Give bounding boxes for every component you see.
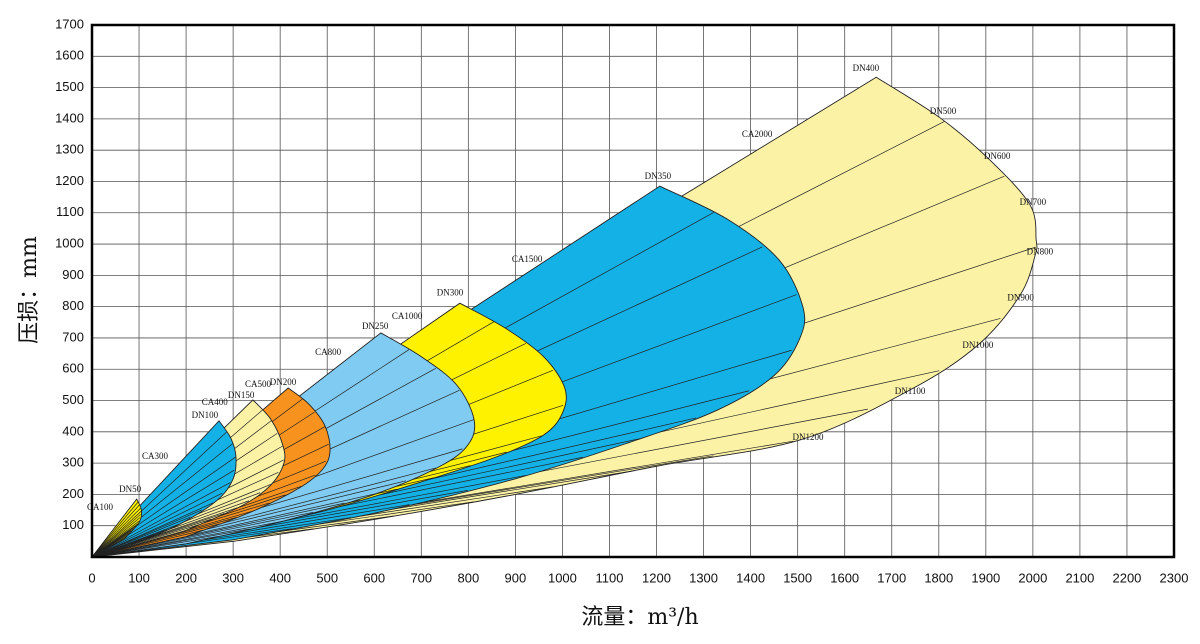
annotation: DN700 [1020, 197, 1047, 207]
annotation: DN250 [362, 321, 389, 331]
x-tick-label: 1800 [924, 570, 953, 585]
radial-line [91, 523, 220, 558]
annotation: DN100 [192, 410, 219, 420]
y-tick-label: 1700 [55, 16, 84, 31]
radial-line [91, 482, 231, 558]
y-tick-label: 200 [62, 486, 84, 501]
annotation: CA800 [315, 347, 342, 357]
annotation: DN200 [270, 377, 297, 387]
y-tick-label: 1500 [55, 79, 84, 94]
x-tick-label: 1000 [548, 570, 577, 585]
radial-line [91, 529, 203, 558]
x-tick-label: 1100 [595, 570, 623, 585]
annotation: CA300 [142, 451, 169, 461]
radial-line [91, 528, 250, 558]
radial-line [91, 516, 191, 558]
x-tick-label: 100 [128, 570, 150, 585]
y-tick-label: 1600 [55, 48, 84, 63]
y-tick-label: 300 [62, 455, 84, 470]
annotation: DN600 [984, 151, 1011, 161]
x-tick-label: 700 [410, 570, 432, 585]
x-tick-label: 1700 [877, 570, 906, 585]
radial-line [91, 517, 141, 558]
x-tick-label: 1200 [642, 570, 671, 585]
x-tick-label: 1600 [830, 570, 859, 585]
annotation: DN500 [930, 106, 957, 116]
annotation: CA2000 [742, 129, 773, 139]
x-tick-label: 0 [88, 570, 95, 585]
x-tick-label: 400 [269, 570, 291, 585]
x-tick-label: 2100 [1065, 570, 1094, 585]
radial-line [91, 501, 139, 558]
radial-line [91, 536, 219, 558]
x-tick-label: 1400 [736, 570, 765, 585]
annotation: DN50 [119, 484, 141, 494]
annotation: DN150 [228, 390, 255, 400]
y-tick-label: 1100 [56, 204, 84, 219]
x-tick-label: 2200 [1112, 570, 1141, 585]
y-tick-label: 1400 [55, 110, 84, 125]
x-tick-label: 600 [363, 570, 385, 585]
annotation: DN400 [853, 63, 880, 73]
x-tick-label: 800 [457, 570, 479, 585]
radial-line [91, 504, 140, 558]
x-tick-label: 500 [316, 570, 338, 585]
annotation: DN800 [1027, 246, 1054, 256]
y-tick-label: 1200 [55, 173, 84, 188]
annotation: DN1000 [962, 340, 993, 350]
x-axis-label: 流量：m³/h [581, 605, 698, 630]
x-tick-label: 900 [505, 570, 527, 585]
radial-line [91, 511, 314, 558]
annotation: CA100 [87, 502, 114, 512]
x-tick-label: 1500 [783, 570, 812, 585]
radial-line [91, 507, 141, 558]
radial-line [91, 535, 128, 558]
x-tick-label: 1300 [689, 570, 718, 585]
x-tick-label: 200 [175, 570, 197, 585]
x-tick-label: 2300 [1160, 570, 1189, 585]
y-tick-label: 900 [62, 267, 84, 282]
y-tick-label: 1000 [55, 235, 84, 250]
x-tick-label: 1900 [971, 570, 1000, 585]
annotation: CA1500 [512, 254, 543, 264]
y-axis-label: 压损：mm [17, 236, 42, 344]
y-tick-label: 100 [62, 517, 84, 532]
annotation: DN1200 [793, 432, 824, 442]
y-tick-label: 500 [62, 392, 84, 407]
y-tick-label: 700 [62, 329, 84, 344]
annotation: CA500 [245, 379, 272, 389]
annotation: CA400 [202, 397, 229, 407]
y-tick-label: 400 [62, 423, 84, 438]
annotation: DN300 [437, 287, 464, 297]
radial-line [91, 509, 202, 558]
radial-line [91, 539, 143, 558]
y-tick-label: 800 [62, 298, 84, 313]
annotation: DN900 [1007, 292, 1034, 302]
annotation: CA1000 [392, 311, 423, 321]
plot-frame [90, 23, 1176, 559]
annotation: DN1100 [895, 386, 926, 396]
x-tick-label: 2000 [1018, 570, 1047, 585]
x-tick-label: 300 [222, 570, 244, 585]
radial-line [91, 492, 223, 558]
y-tick-label: 1300 [55, 142, 84, 157]
y-tick-label: 600 [62, 361, 84, 376]
annotation: DN350 [645, 171, 672, 181]
